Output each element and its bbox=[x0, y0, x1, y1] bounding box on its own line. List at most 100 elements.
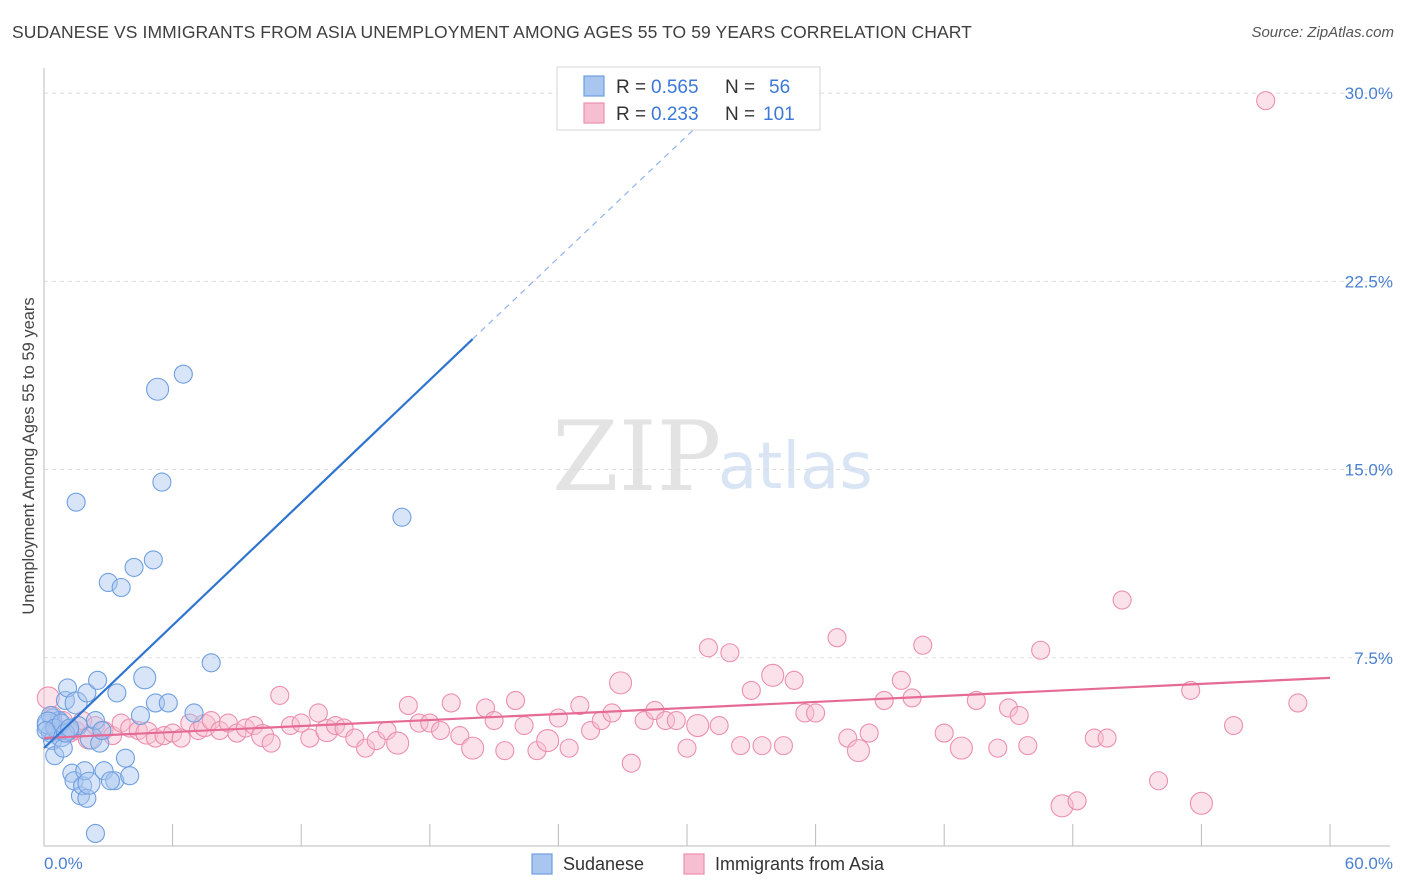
y-tick-label: 22.5% bbox=[1345, 272, 1393, 291]
immigrants-from-asia-point bbox=[1224, 715, 1244, 736]
sudanese-point bbox=[173, 364, 193, 384]
immigrants-from-asia-point bbox=[514, 715, 534, 736]
immigrants-from-asia-points bbox=[36, 91, 1308, 818]
immigrants-from-asia-point bbox=[913, 635, 933, 655]
immigrants-from-asia-point bbox=[666, 710, 686, 731]
immigrants-from-asia-point bbox=[548, 708, 568, 728]
grid-lines bbox=[44, 92, 1390, 659]
immigrants-from-asia-point bbox=[752, 736, 772, 756]
y-tick-label: 7.5% bbox=[1354, 649, 1393, 668]
immigrants-from-asia-point bbox=[536, 729, 560, 753]
source-label: Source: ZipAtlas.com bbox=[1251, 24, 1394, 41]
immigrants-from-asia-point bbox=[773, 736, 794, 756]
watermark-atlas: atlas bbox=[718, 430, 873, 504]
legend-r-label-1: R = bbox=[616, 77, 646, 98]
immigrants-from-asia-point bbox=[261, 733, 281, 753]
immigrants-from-asia-point bbox=[720, 643, 740, 663]
immigrants-from-asia-point bbox=[1256, 91, 1276, 111]
sudanese-point bbox=[53, 738, 73, 758]
immigrants-from-asia-point bbox=[891, 670, 911, 690]
immigrants-from-asia-point bbox=[934, 723, 954, 743]
sudanese-point bbox=[120, 766, 140, 786]
x-tick-label-max: 60.0% bbox=[1345, 854, 1393, 873]
immigrants-from-asia-point bbox=[988, 738, 1008, 758]
immigrants-from-asia-point bbox=[270, 685, 290, 705]
legend-r-value-1: 0.565 bbox=[651, 77, 699, 98]
correlation-legend: R = 0.565 N = 56 R = 0.233 N = 101 bbox=[556, 66, 821, 131]
sudanese-point bbox=[146, 377, 170, 401]
immigrants-from-asia-point bbox=[461, 736, 485, 760]
sudanese-point bbox=[79, 726, 103, 750]
immigrants-from-asia-point bbox=[621, 753, 641, 773]
sudanese-point bbox=[36, 721, 56, 741]
series-legend: Sudanese Immigrants from Asia bbox=[531, 853, 885, 875]
immigrants-from-asia-point bbox=[874, 690, 894, 710]
legend-r-label-2: R = bbox=[616, 104, 646, 125]
immigrants-from-asia-point bbox=[398, 695, 418, 716]
y-tick-label: 15.0% bbox=[1345, 461, 1393, 480]
immigrants-from-asia-point bbox=[308, 703, 328, 723]
sudanese-point bbox=[115, 748, 135, 768]
sudanese-point bbox=[392, 507, 412, 527]
chart-title: SUDANESE VS IMMIGRANTS FROM ASIA UNEMPLO… bbox=[12, 22, 972, 42]
sudanese-point bbox=[100, 771, 120, 791]
sudanese-point bbox=[105, 771, 125, 791]
legend-n-label-1: N = bbox=[725, 77, 755, 98]
immigrants-from-asia-point bbox=[291, 713, 311, 733]
immigrants-from-asia-point bbox=[677, 738, 697, 758]
immigrants-from-asia-point bbox=[698, 638, 718, 658]
immigrants-from-asia-point bbox=[859, 723, 879, 743]
sudanese-point bbox=[107, 683, 127, 703]
immigrants-from-asia-point bbox=[484, 710, 504, 731]
sudanese-points bbox=[36, 364, 412, 844]
immigrants-from-asia-point bbox=[1097, 728, 1117, 748]
sudanese-point bbox=[124, 557, 144, 577]
immigrants-from-asia-point bbox=[505, 690, 526, 710]
sudanese-point bbox=[143, 550, 163, 570]
bottom-legend-label-immigrants: Immigrants from Asia bbox=[715, 854, 885, 874]
immigrants-from-asia-point bbox=[609, 671, 633, 695]
legend-n-value-2: 101 bbox=[763, 104, 795, 125]
immigrants-from-asia-point bbox=[966, 690, 986, 710]
immigrants-from-asia-point bbox=[420, 713, 440, 733]
immigrants-from-asia-point bbox=[761, 663, 785, 687]
immigrants-from-asia-point bbox=[686, 713, 710, 738]
immigrants-from-asia-trend-line bbox=[43, 676, 1331, 740]
immigrants-from-asia-point bbox=[1018, 736, 1038, 756]
sudanese-point bbox=[98, 572, 118, 593]
immigrants-from-asia-point bbox=[731, 736, 751, 756]
y-axis-title: Unemployment Among Ages 55 to 59 years bbox=[20, 297, 38, 614]
immigrants-from-asia-point bbox=[949, 736, 973, 760]
immigrants-from-asia-point bbox=[846, 739, 871, 763]
immigrants-from-asia-point bbox=[1148, 771, 1169, 791]
sudanese-point bbox=[75, 761, 95, 781]
bottom-legend-swatch-immigrants bbox=[683, 853, 705, 875]
legend-n-label-2: N = bbox=[725, 104, 755, 125]
immigrants-from-asia-point bbox=[1288, 693, 1308, 713]
immigrants-from-asia-point bbox=[450, 726, 470, 746]
sudanese-point bbox=[66, 492, 86, 512]
sudanese-trend-line bbox=[43, 338, 474, 749]
immigrants-from-asia-point bbox=[709, 715, 729, 736]
immigrants-from-asia-point bbox=[430, 721, 451, 741]
immigrants-from-asia-point bbox=[570, 695, 590, 716]
immigrants-from-asia-point bbox=[784, 670, 804, 690]
sudanese-point bbox=[130, 705, 150, 726]
immigrants-from-asia-point bbox=[1181, 680, 1201, 700]
immigrants-from-asia-point bbox=[171, 728, 191, 748]
sudanese-trend-line-extension bbox=[472, 125, 699, 340]
sudanese-point bbox=[92, 721, 112, 741]
sudanese-point bbox=[90, 733, 110, 753]
immigrants-from-asia-point bbox=[656, 710, 676, 731]
sudanese-point bbox=[85, 710, 105, 731]
immigrants-from-asia-point bbox=[1031, 640, 1051, 660]
legend-swatch-immigrants bbox=[583, 102, 605, 124]
immigrants-from-asia-point bbox=[602, 703, 622, 723]
sudanese-point bbox=[77, 771, 101, 795]
immigrants-from-asia-point bbox=[36, 686, 60, 710]
sudanese-point bbox=[201, 653, 221, 673]
immigrants-from-asia-point bbox=[1009, 705, 1029, 726]
y-tick-labels: 7.5% 15.0% 22.5% 30.0% bbox=[1345, 84, 1393, 668]
sudanese-point bbox=[111, 577, 131, 598]
